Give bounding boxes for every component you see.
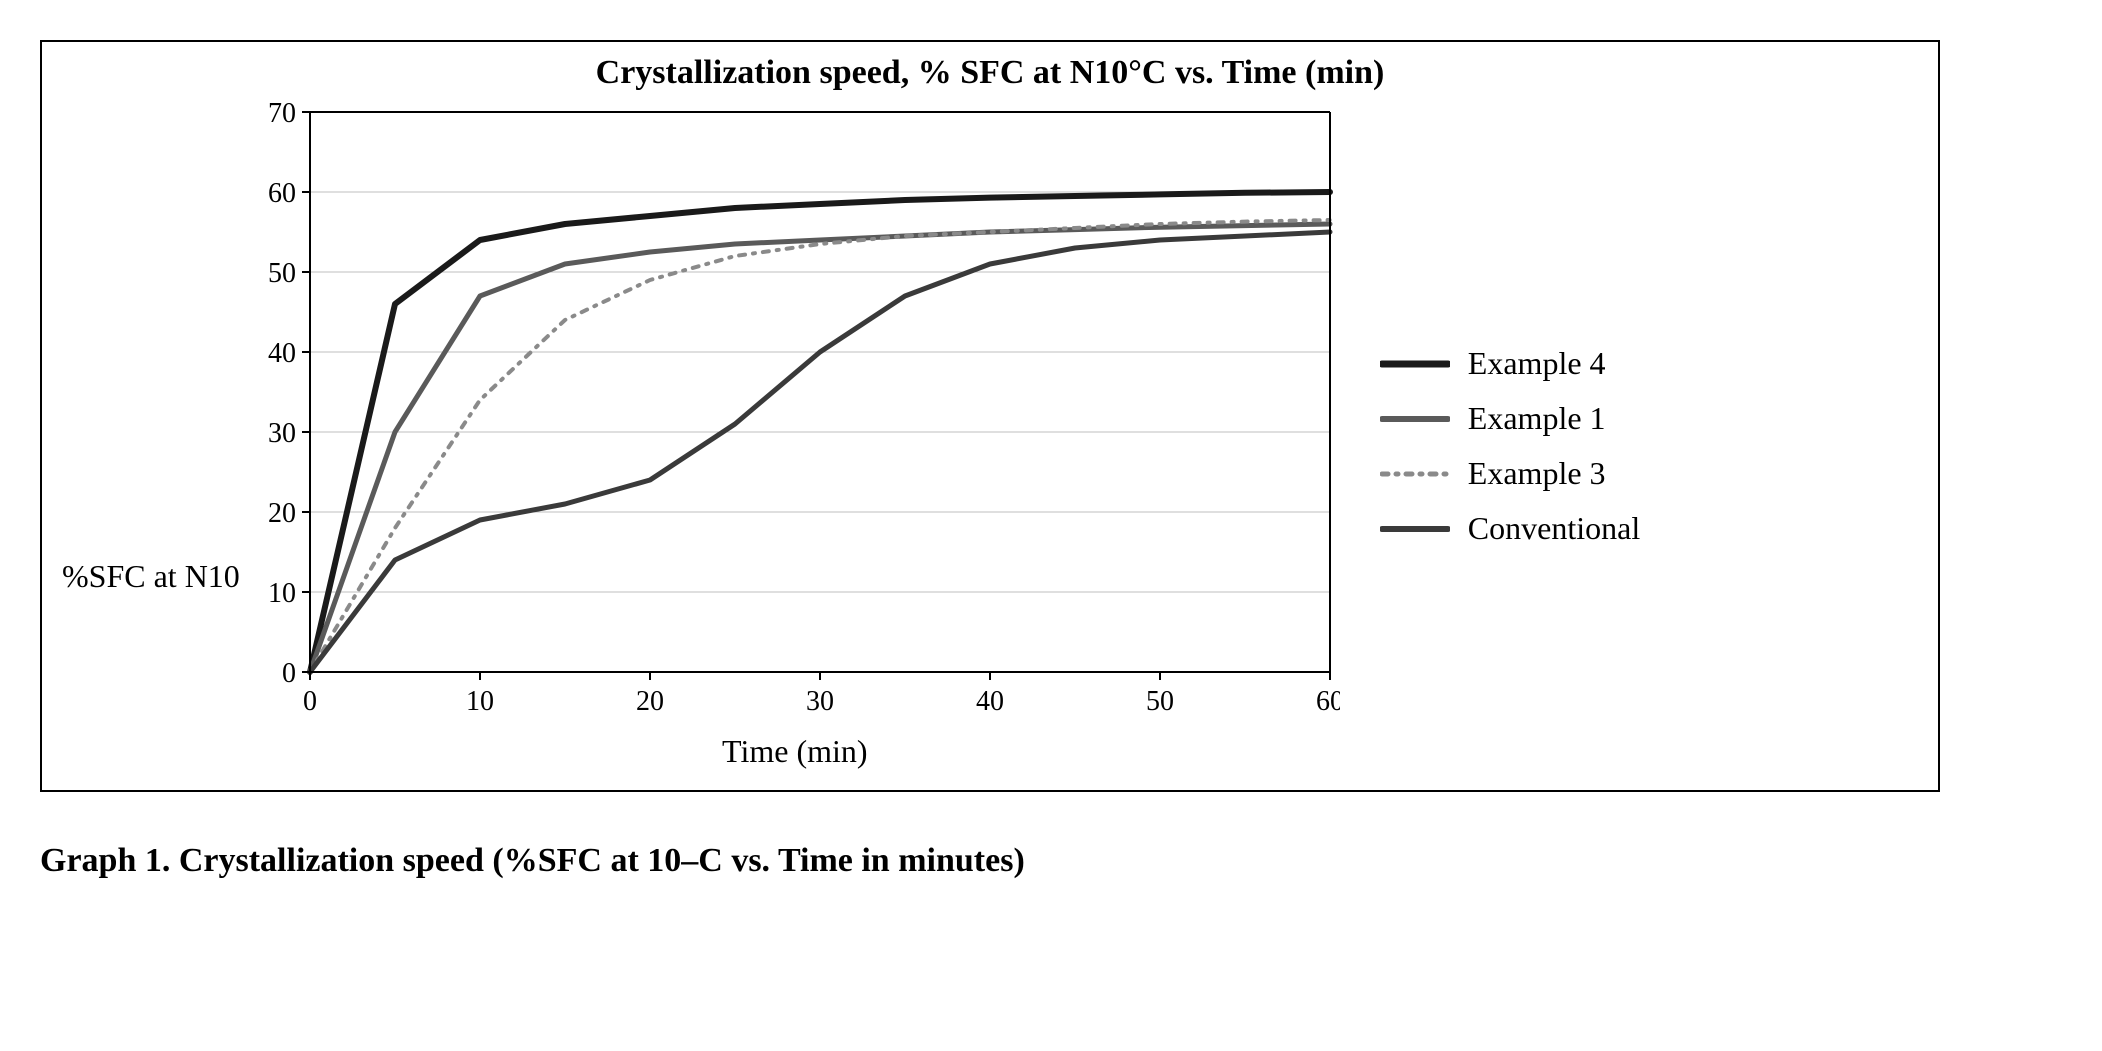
legend-item-conventional: Conventional (1380, 510, 1640, 547)
svg-text:60: 60 (268, 178, 296, 209)
svg-text:10: 10 (268, 578, 296, 609)
legend-swatch (1380, 350, 1450, 378)
legend-label: Conventional (1468, 510, 1640, 547)
chart-frame: Crystallization speed, % SFC at N10°C vs… (40, 40, 1940, 792)
plot-area: 0 10 20 30 40 50 60 0 10 20 30 40 50 60 70 Time (min) (250, 102, 1340, 770)
legend-item-example-1: Example 1 (1380, 400, 1640, 437)
svg-text:40: 40 (268, 338, 296, 369)
svg-text:10: 10 (466, 686, 494, 717)
svg-text:50: 50 (1146, 686, 1174, 717)
legend: Example 4 Example 1 Example 3 Conventional (1380, 327, 1640, 565)
x-axis-label: Time (min) (250, 733, 1340, 770)
legend-swatch (1380, 405, 1450, 433)
legend-label: Example 3 (1468, 455, 1606, 492)
svg-text:20: 20 (636, 686, 664, 717)
svg-text:60: 60 (1316, 686, 1340, 717)
legend-item-example-3: Example 3 (1380, 455, 1640, 492)
chart-title: Crystallization speed, % SFC at N10°C vs… (62, 54, 1918, 92)
legend-label: Example 1 (1468, 400, 1606, 437)
line-chart-svg: 0 10 20 30 40 50 60 0 10 20 30 40 50 60 70 (250, 102, 1340, 722)
y-axis-label: %SFC at N10 (62, 558, 240, 595)
chart-row: %SFC at N10 0 10 20 30 40 50 60 0 10 20 30 40 50 60 70… (62, 102, 1918, 770)
svg-text:0: 0 (303, 686, 317, 717)
legend-swatch (1380, 460, 1450, 488)
legend-item-example-4: Example 4 (1380, 345, 1640, 382)
svg-text:0: 0 (282, 658, 296, 689)
svg-text:70: 70 (268, 102, 296, 129)
svg-text:30: 30 (806, 686, 834, 717)
svg-text:30: 30 (268, 418, 296, 449)
figure-caption: Graph 1. Crystallization speed (%SFC at … (40, 842, 2062, 880)
svg-text:50: 50 (268, 258, 296, 289)
legend-swatch (1380, 515, 1450, 543)
svg-text:20: 20 (268, 498, 296, 529)
svg-text:40: 40 (976, 686, 1004, 717)
legend-label: Example 4 (1468, 345, 1606, 382)
